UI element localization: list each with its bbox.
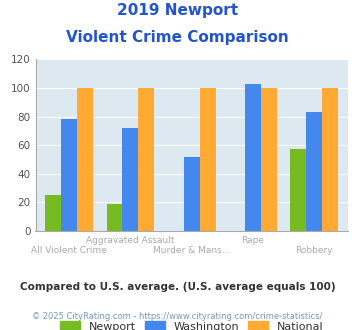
Bar bbox=[290, 149, 306, 231]
Bar bbox=[122, 128, 138, 231]
Bar bbox=[245, 84, 261, 231]
Text: 2019 Newport: 2019 Newport bbox=[117, 3, 238, 18]
Text: Murder & Mans...: Murder & Mans... bbox=[153, 246, 230, 255]
Text: © 2025 CityRating.com - https://www.cityrating.com/crime-statistics/: © 2025 CityRating.com - https://www.city… bbox=[32, 312, 323, 321]
Bar bbox=[261, 88, 277, 231]
Bar bbox=[61, 119, 77, 231]
Text: Violent Crime Comparison: Violent Crime Comparison bbox=[66, 30, 289, 45]
Bar bbox=[200, 88, 215, 231]
Text: Robbery: Robbery bbox=[295, 246, 333, 255]
Text: Aggravated Assault: Aggravated Assault bbox=[86, 236, 175, 245]
Bar bbox=[322, 88, 338, 231]
Text: Rape: Rape bbox=[241, 236, 264, 245]
Bar bbox=[306, 112, 322, 231]
Bar bbox=[45, 195, 61, 231]
Bar bbox=[184, 157, 200, 231]
Text: Compared to U.S. average. (U.S. average equals 100): Compared to U.S. average. (U.S. average … bbox=[20, 282, 335, 292]
Bar bbox=[106, 204, 122, 231]
Text: All Violent Crime: All Violent Crime bbox=[31, 246, 107, 255]
Bar bbox=[77, 88, 93, 231]
Bar bbox=[138, 88, 154, 231]
Legend: Newport, Washington, National: Newport, Washington, National bbox=[60, 321, 324, 330]
